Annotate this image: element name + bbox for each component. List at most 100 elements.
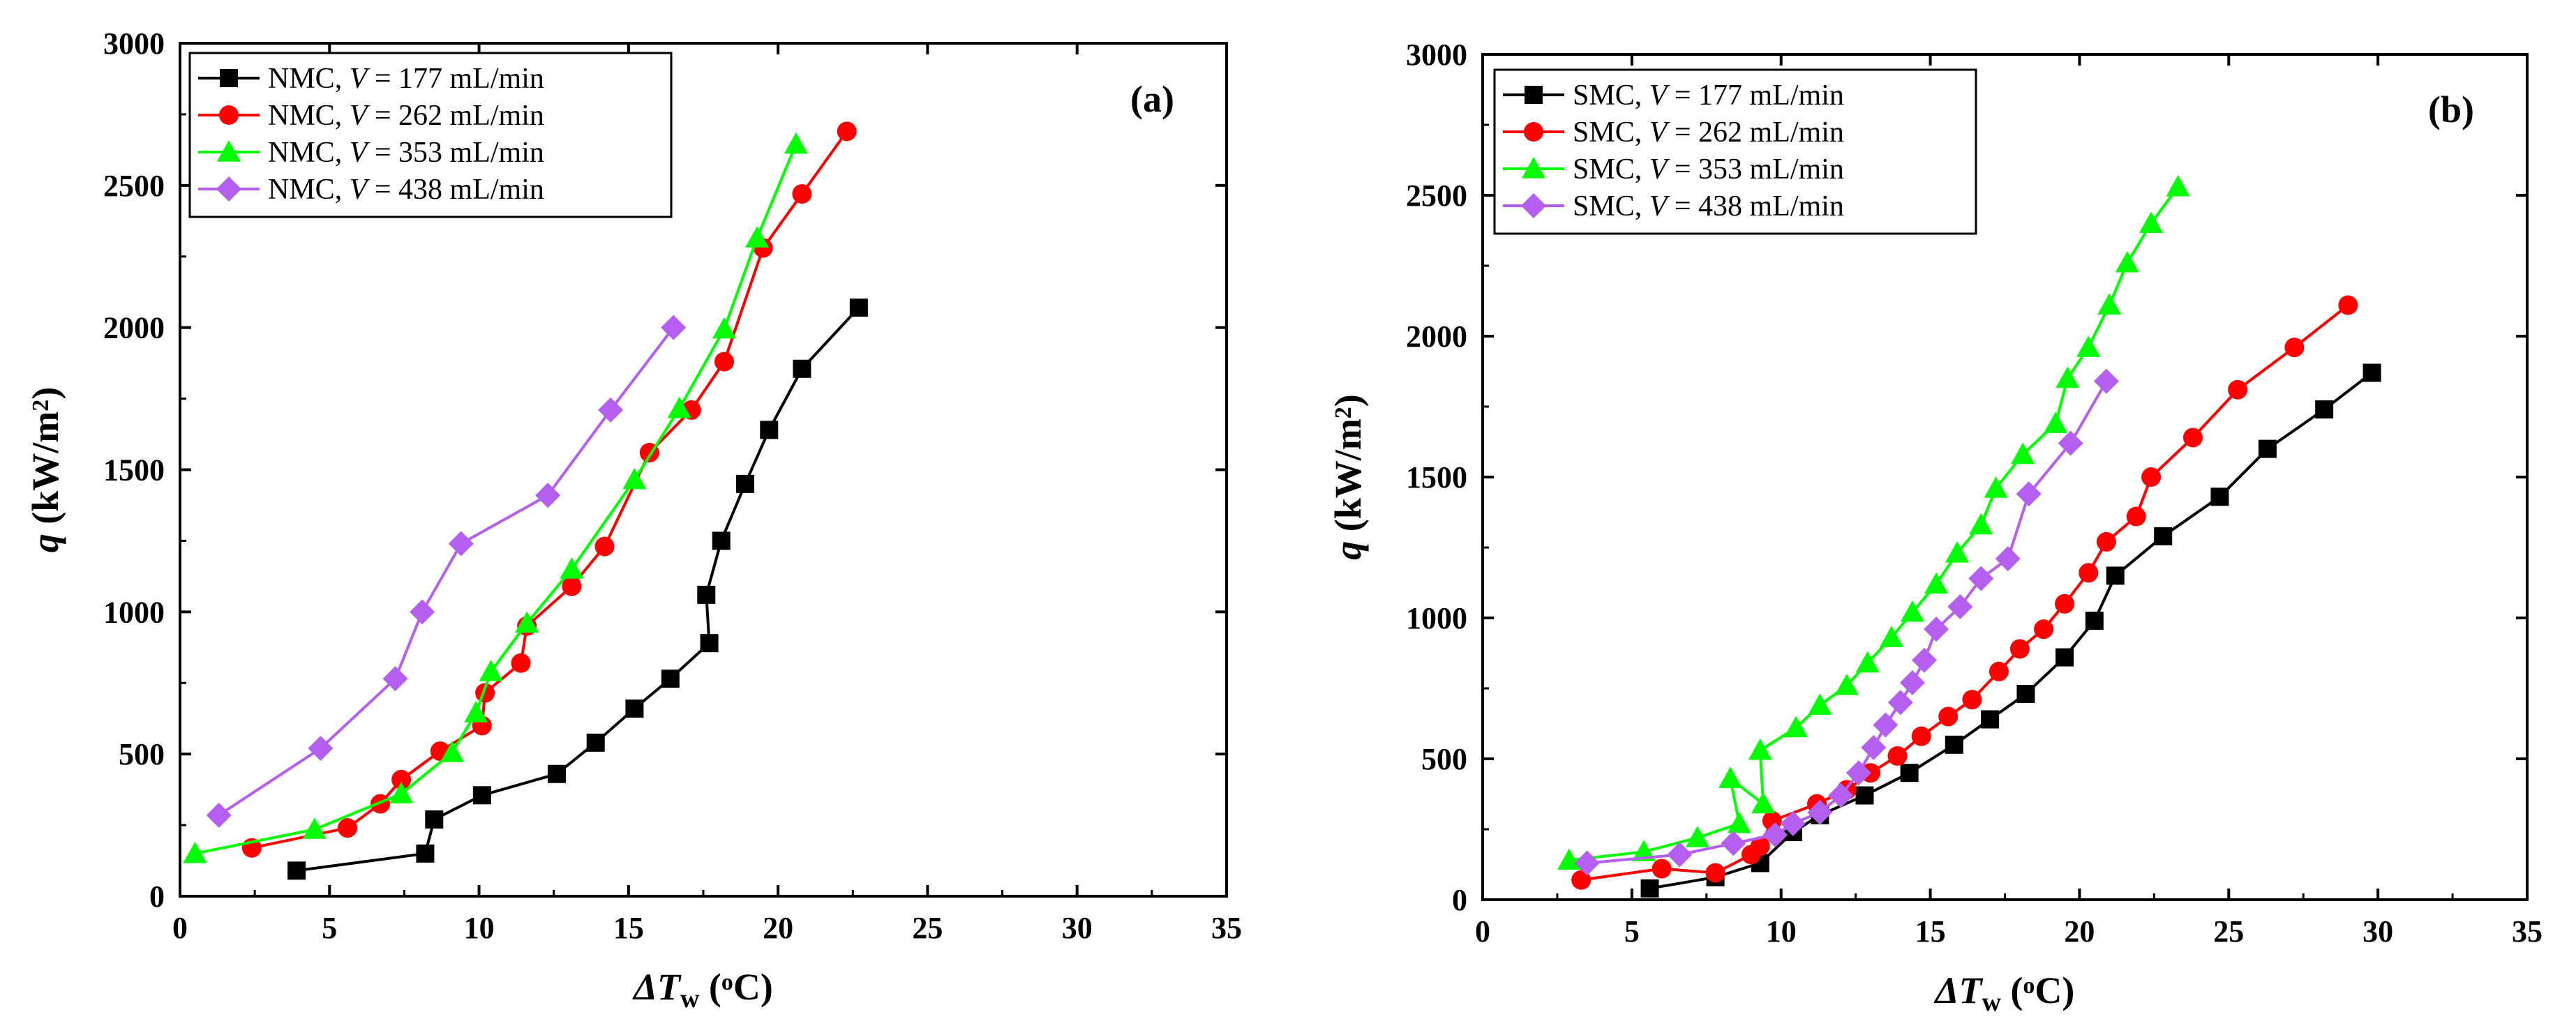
y-tick-label: 2500 [103,169,165,203]
data-point [1945,735,1963,754]
data-point [1652,859,1672,879]
legend-prefix: SMC, [1573,153,1649,186]
legend-label: SMC, V = 262 mL/min [1573,116,1844,149]
x-tick-label: 30 [1062,911,1093,945]
data-point [1968,566,1994,591]
data-point [2011,442,2035,464]
data-point [2009,639,2030,659]
legend-suffix: = 438 mL/min [1667,190,1844,222]
legend-marker [219,105,239,125]
data-point [2315,400,2334,419]
legend-marker [217,140,241,162]
series-2 [1571,295,2358,890]
legend-prefix: NMC, [268,63,350,95]
data-point [849,299,868,317]
legend-variable: V [350,100,370,132]
data-point [479,659,503,681]
y-tick-label: 1500 [1406,460,1467,494]
data-point [1855,651,1880,673]
data-point [598,397,624,423]
y-axis-unit-close: ) [1327,394,1369,407]
legend-label: SMC, V = 177 mL/min [1573,80,1844,112]
x-tick-label: 5 [1624,914,1640,949]
data-point [448,531,474,557]
data-point [2058,430,2083,456]
legend-suffix: = 262 mL/min [367,100,544,132]
data-point [1873,712,1899,738]
series-4 [206,315,687,828]
x-axis-label: ΔTw (oC) [632,966,773,1013]
data-point [1861,734,1887,760]
legend-prefix: SMC, [1573,80,1649,112]
legend-marker [1524,122,1543,142]
legend-suffix: = 353 mL/min [367,137,544,169]
data-point [1750,836,1770,856]
data-point [425,810,444,829]
data-point [1887,690,1913,716]
y-tick-label: 0 [149,879,165,914]
data-point [1912,647,1938,673]
legend-label: SMC, V = 438 mL/min [1573,190,1844,222]
legend-frame [188,52,673,218]
y-axis-unit-sup: 2 [28,400,54,411]
panel-label: (a) [1130,78,1174,120]
data-point [2139,211,2164,233]
series-3 [1557,174,2190,870]
data-point [661,315,687,340]
series-4 [1574,368,2119,876]
data-point [2085,612,2104,630]
x-tick-label: 10 [1766,914,1797,949]
data-point [1784,716,1809,738]
legend-prefix: SMC, [1573,116,1649,149]
x-tick-label: 5 [322,911,337,945]
legend-marker [1521,193,1546,218]
x-axis-label: ΔTw (oC) [1934,969,2075,1017]
legend-entry: NMC, V = 353 mL/min [198,137,544,169]
data-point [1938,707,1959,727]
legend-marker [1525,86,1543,104]
data-point [2055,366,2080,388]
y-tick-label: 2000 [103,311,165,345]
data-point [586,733,605,752]
data-point [535,483,561,508]
legend-variable: V [1649,190,1670,222]
data-point [515,611,539,633]
y-tick-label: 0 [1452,883,1467,917]
legend-suffix: = 177 mL/min [367,63,544,95]
legend-label: NMC, V = 438 mL/min [268,174,544,206]
data-point [2210,488,2229,506]
legend-label: NMC, V = 262 mL/min [268,100,544,132]
data-point [1969,513,1993,535]
x-axis-subscript: w [1982,988,2001,1017]
data-point [2016,481,2042,507]
data-point [697,585,716,604]
data-point [1989,661,2009,681]
data-point [2096,531,2116,552]
data-point [1780,810,1806,836]
data-point [2115,250,2139,273]
y-axis-label: q (kW/m2) [24,387,66,552]
y-tick-label: 2500 [1406,179,1467,213]
data-point [1887,746,1908,766]
x-axis-unit-close: C) [733,966,773,1008]
legend-entry: SMC, V = 262 mL/min [1503,116,1844,149]
data-point [1721,831,1746,856]
data-point [1718,766,1743,788]
series-1 [287,299,868,880]
data-point [1574,850,1600,876]
data-point [389,782,414,803]
data-point [1924,572,1949,594]
x-tick-label: 15 [1915,914,1946,949]
legend-label: NMC, V = 177 mL/min [268,63,544,95]
legend-variable: V [350,174,370,206]
y-axis-label: q (kW/m2) [1327,394,1369,559]
x-tick-label: 30 [2362,914,2393,949]
data-point [661,670,680,688]
data-point [736,474,754,493]
legend-prefix: NMC, [268,137,350,169]
data-point [416,844,435,863]
data-point [714,352,734,372]
data-point [562,576,582,596]
data-point [837,121,857,142]
